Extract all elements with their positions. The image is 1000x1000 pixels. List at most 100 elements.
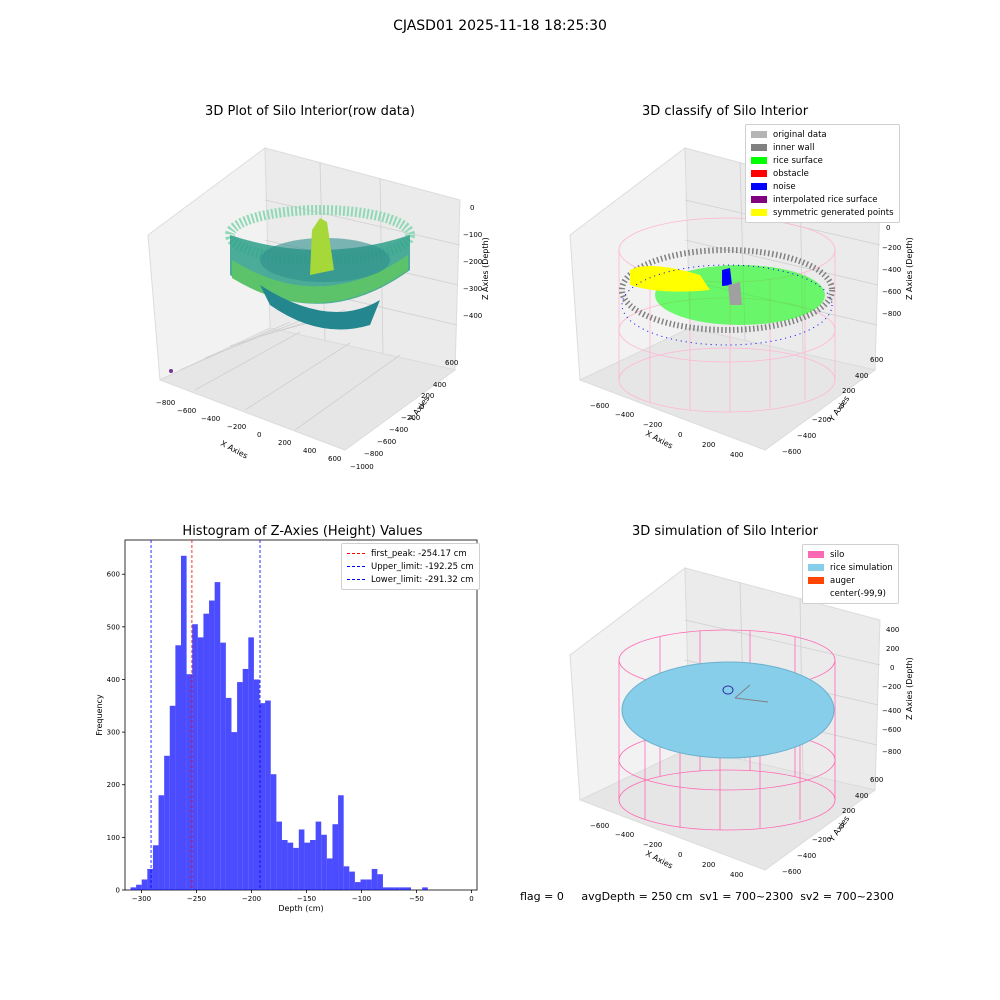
- classify-ztick: −200: [882, 244, 901, 252]
- histogram-ytick-label: 500: [107, 623, 120, 631]
- legend-swatch: [751, 196, 767, 203]
- histogram-ytick-label: 300: [107, 729, 120, 737]
- histogram-bar: [253, 679, 260, 890]
- raw-ytick: −200: [401, 414, 420, 422]
- legend-entry: silo: [808, 548, 893, 561]
- histogram-xtick-label: −200: [242, 895, 261, 903]
- simulation-xtick: 400: [730, 871, 743, 879]
- panel-raw-title: 3D Plot of Silo Interior(row data): [205, 104, 415, 119]
- classify-ytick: −200: [812, 416, 831, 424]
- raw-xtick: −600: [177, 407, 196, 415]
- simulation-ytick: 0: [840, 822, 844, 830]
- simulation-ztick: −400: [882, 707, 901, 715]
- legend-swatch: [347, 579, 365, 580]
- classify-xtick: −600: [590, 402, 609, 410]
- classify-xtick: 400: [730, 451, 743, 459]
- histogram-bar: [293, 847, 299, 890]
- histogram-bar: [175, 645, 181, 890]
- legend-entry: symmetric generated points: [751, 206, 894, 219]
- histogram-bar: [377, 874, 383, 890]
- raw-xtick: −800: [156, 399, 175, 407]
- status-footer: flag = 0 avgDepth = 250 cm sv1 = 700~230…: [520, 890, 894, 903]
- legend-label: silo: [830, 549, 845, 560]
- legend-swatch: [347, 566, 365, 567]
- legend-entry: noise: [751, 180, 894, 193]
- histogram-bar: [180, 555, 187, 890]
- histogram-bar: [338, 795, 344, 890]
- raw-ytick: −800: [364, 450, 383, 458]
- figure-title: CJASD01 2025-11-18 18:25:30: [393, 18, 607, 34]
- legend-label: first_peak: -254.17 cm: [371, 548, 467, 559]
- raw-ztick: 0: [470, 204, 474, 212]
- panel-simulation-title: 3D simulation of Silo Interior: [632, 524, 818, 539]
- histogram-chart[interactable]: −300 −250 −200 −150 −100 −50 0 0 100 200 300 400 50…: [60, 520, 490, 920]
- legend-swatch: [751, 183, 767, 190]
- classify-noise: [722, 268, 732, 286]
- raw-ytick: 400: [433, 381, 446, 389]
- panel-classify-title: 3D classify of Silo Interior: [641, 104, 809, 119]
- raw-3d-plot[interactable]: −800 −600 −400 −200 0 200 400 600 600 40…: [120, 100, 500, 480]
- raw-ztick: −300: [463, 285, 482, 293]
- legend-entry: auger: [808, 574, 893, 587]
- histogram-ylabel: Frequency: [95, 694, 104, 736]
- histogram-bar: [354, 882, 361, 890]
- simulation-ztick: 400: [886, 626, 899, 634]
- raw-xtick: 0: [257, 431, 261, 439]
- classify-ytick: 200: [842, 387, 855, 395]
- histogram-legend: first_peak: -254.17 cm Upper_limit: -192…: [341, 543, 480, 590]
- simulation-ytick: 200: [842, 807, 855, 815]
- histogram-bar: [326, 858, 333, 890]
- legend-label: rice surface: [773, 155, 823, 166]
- raw-ztick: −100: [463, 231, 482, 239]
- histogram-bar: [231, 732, 238, 890]
- legend-swatch: [751, 209, 767, 216]
- histogram-bar: [343, 866, 350, 890]
- histogram-bar: [281, 840, 288, 890]
- classify-inner-wall: [619, 247, 835, 333]
- classify-xlabel: X Axies: [644, 429, 674, 451]
- histogram-bar: [164, 755, 170, 890]
- legend-swatch: [751, 157, 767, 164]
- histogram-bar: [287, 842, 294, 890]
- classify-ztick: 0: [886, 224, 890, 232]
- simulation-xtick: 200: [702, 861, 715, 869]
- classify-obstacle-gray: [728, 282, 742, 305]
- histogram-bar: [186, 674, 193, 890]
- simulation-ytick: −600: [782, 868, 801, 876]
- histogram-bar: [259, 703, 266, 890]
- histogram-reference-lines: [150, 540, 261, 890]
- legend-entry: Lower_limit: -291.32 cm: [347, 573, 474, 586]
- panel-histogram: Histogram of Z-Axies (Height) Values −30…: [60, 520, 490, 920]
- histogram-bar: [366, 879, 372, 890]
- raw-xlabel: X Axies: [219, 439, 249, 461]
- simulation-auger: [734, 684, 769, 703]
- histogram-bar: [304, 842, 311, 890]
- raw-zlabel: Z Axies (Depth): [481, 237, 490, 300]
- legend-swatch: [808, 551, 824, 558]
- raw-ztick: −400: [463, 312, 482, 320]
- simulation-ytick: −400: [797, 852, 816, 860]
- simulation-xtick: −600: [590, 822, 609, 830]
- simulation-3d-plot[interactable]: −600 −400 −200 0 200 400 600 400 200 0 −…: [550, 520, 930, 890]
- histogram-bar: [265, 700, 271, 890]
- classify-xtick: −400: [615, 411, 634, 419]
- raw-xtick: −400: [201, 415, 220, 423]
- histogram-xlabel: Depth (cm): [278, 904, 323, 913]
- simulation-ztick: −800: [882, 748, 901, 756]
- simulation-ztick: 0: [890, 664, 894, 672]
- legend-swatch: [751, 170, 767, 177]
- histogram-bar: [270, 774, 277, 890]
- raw-ytick: 0: [420, 403, 424, 411]
- legend-label: symmetric generated points: [773, 207, 894, 218]
- simulation-ytick: 400: [855, 792, 868, 800]
- histogram-xtick-label: −50: [409, 895, 424, 903]
- classify-ztick: −800: [882, 310, 901, 318]
- classify-ytick: −600: [782, 448, 801, 456]
- histogram-bar: [310, 840, 316, 890]
- histogram-bar: [225, 697, 232, 890]
- simulation-legend: silo rice simulation auger center(-99,9): [802, 544, 899, 604]
- histogram-bar: [147, 868, 153, 890]
- histogram-xtick-label: −100: [352, 895, 371, 903]
- histogram-bar: [371, 868, 378, 890]
- legend-entry: obstacle: [751, 167, 894, 180]
